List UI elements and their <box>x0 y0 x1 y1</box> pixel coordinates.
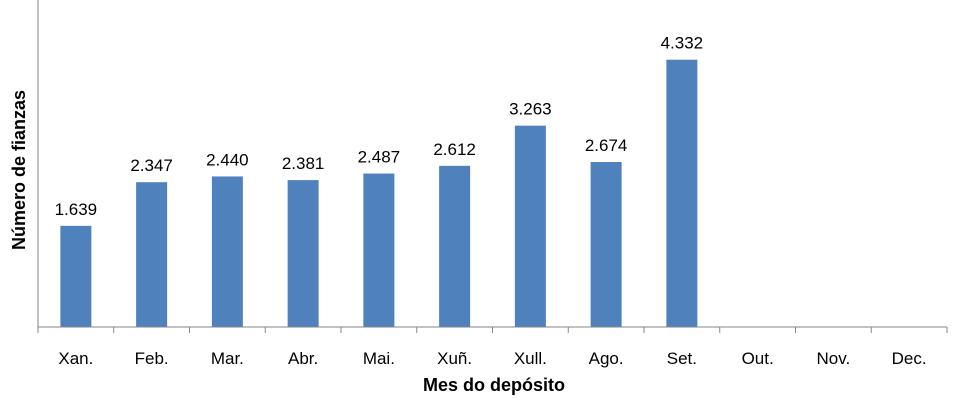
bars <box>60 59 698 327</box>
x-axis-title: Mes do depósito <box>423 375 565 395</box>
data-label: 4.332 <box>661 34 704 53</box>
x-tick-label: Mar. <box>211 349 244 368</box>
x-tick-label: Set. <box>667 349 697 368</box>
bar <box>211 176 243 327</box>
y-axis-title: Número de fianzas <box>9 90 29 250</box>
data-label: 2.381 <box>282 154 325 173</box>
bar <box>287 180 319 327</box>
data-label: 2.347 <box>130 156 173 175</box>
x-tick-label: Feb. <box>135 349 169 368</box>
x-tick-label: Xull. <box>514 349 547 368</box>
x-tick-labels: Xan. Feb. Mar. Abr. Mai. Xuñ. Xull. Ago. Set. Out… <box>58 349 926 368</box>
bar <box>514 125 546 327</box>
bar <box>363 173 395 327</box>
x-tick-label: Nov. <box>817 349 851 368</box>
x-tick-label: Ago. <box>589 349 624 368</box>
data-label: 3.263 <box>509 100 552 119</box>
bar <box>439 165 471 327</box>
x-tick-label: Xan. <box>58 349 93 368</box>
bar <box>136 182 168 327</box>
x-tick-label: Dec. <box>892 349 927 368</box>
x-tick-label: Out. <box>742 349 774 368</box>
data-label: 2.487 <box>358 148 401 167</box>
data-label: 2.674 <box>585 136 628 155</box>
data-labels: 1.639 2.347 2.440 2.381 2.487 2.612 3.263 2.674… <box>55 34 704 219</box>
data-label: 2.612 <box>433 140 476 159</box>
bar <box>666 59 698 327</box>
x-tick-label: Mai. <box>363 349 395 368</box>
data-label: 2.440 <box>206 150 249 169</box>
x-axis <box>37 326 948 333</box>
data-label: 1.639 <box>55 200 98 219</box>
bar <box>590 162 622 327</box>
bar <box>60 225 92 327</box>
x-tick-label: Abr. <box>288 349 318 368</box>
x-tick-label: Xuñ. <box>437 349 472 368</box>
